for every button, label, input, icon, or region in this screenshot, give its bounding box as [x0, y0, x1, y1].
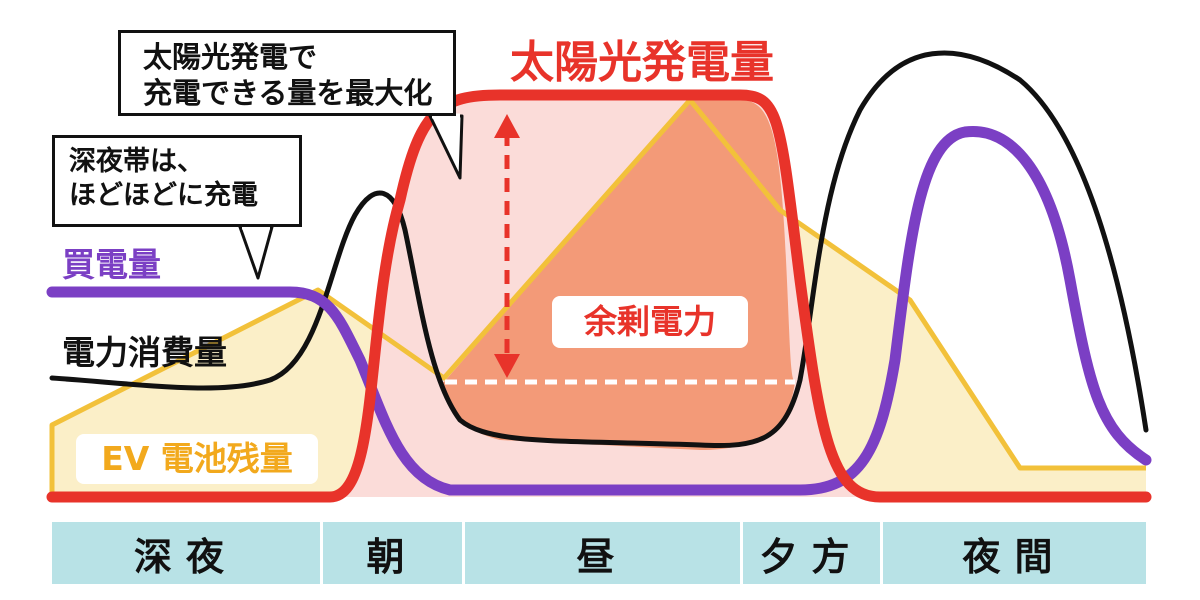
callout-solar-charge: 太陽光発電で 充電できる量を最大化 — [118, 30, 456, 116]
time-daytime: 昼 — [462, 522, 740, 584]
time-period-bar: 深夜 朝 昼 夕方 夜間 — [52, 522, 1146, 584]
callout-night-charge: 深夜帯は、 ほどほどに充電 — [52, 135, 302, 227]
time-morning: 朝 — [320, 522, 462, 584]
surplus-power-label: 余剰電力 — [552, 296, 748, 348]
surplus-power-area — [440, 100, 795, 450]
buy-power-label: 買電量 — [62, 245, 161, 284]
callout-solar-line-1: 太陽光発電で — [143, 40, 318, 74]
arrow-up-head — [494, 114, 520, 138]
time-evening: 夕方 — [740, 522, 880, 584]
callout-solar-line-2: 充電できる量を最大化 — [143, 76, 433, 111]
callout-night-line-1: 深夜帯は、 — [69, 146, 204, 177]
ev-battery-label: EV 電池残量 — [76, 434, 318, 484]
solar-generation-line — [46, 89, 1152, 503]
solar-generation-label: 太陽光発電量 — [510, 37, 774, 88]
callout-night-pointer — [238, 225, 274, 280]
time-night: 夜間 — [880, 522, 1146, 584]
consumption-label: 電力消費量 — [62, 333, 227, 372]
time-late-night: 深夜 — [52, 522, 320, 584]
callout-night-line-2: ほどほどに充電 — [69, 179, 258, 211]
arrow-down-head — [494, 354, 520, 378]
